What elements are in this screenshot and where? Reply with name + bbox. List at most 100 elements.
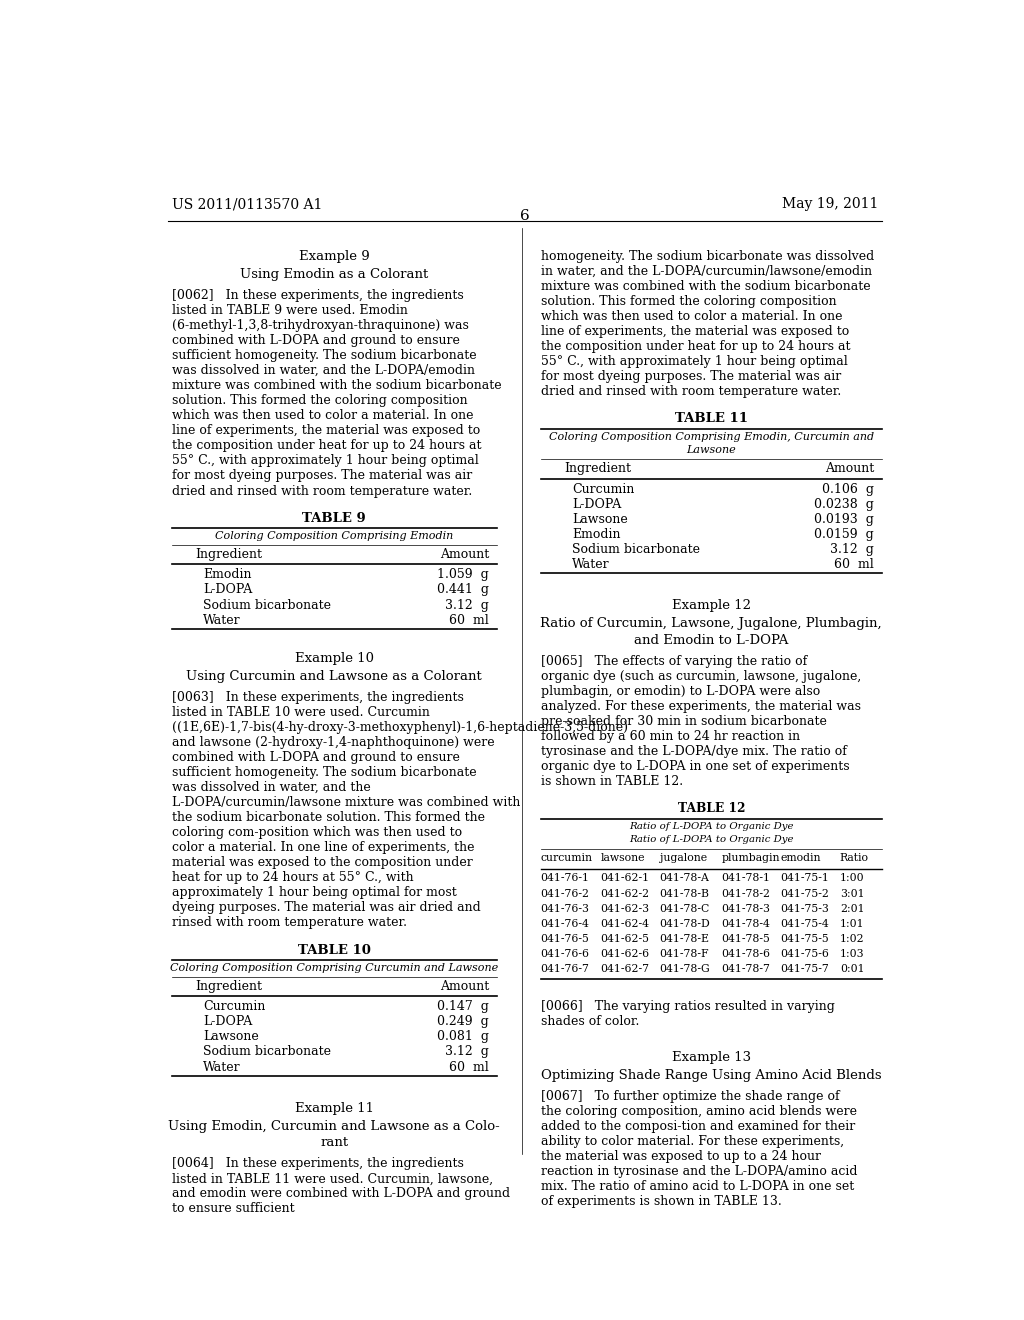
Text: 041-75-1: 041-75-1 [780, 874, 829, 883]
Text: TABLE 12: TABLE 12 [678, 803, 745, 816]
Text: ((1E,6E)-1,7-bis(4-hy-droxy-3-methoxyphenyl)-1,6-heptadiene-3,5-dione): ((1E,6E)-1,7-bis(4-hy-droxy-3-methoxyphe… [172, 721, 628, 734]
Text: which was then used to color a material. In one: which was then used to color a material.… [172, 409, 473, 422]
Text: line of experiments, the material was exposed to: line of experiments, the material was ex… [172, 424, 480, 437]
Text: 1.059  g: 1.059 g [437, 569, 489, 581]
Text: Curcumin: Curcumin [204, 1001, 266, 1014]
Text: solution. This formed the coloring composition: solution. This formed the coloring compo… [172, 395, 467, 408]
Text: mix. The ratio of amino acid to L-DOPA in one set: mix. The ratio of amino acid to L-DOPA i… [541, 1180, 854, 1193]
Text: Water: Water [204, 614, 241, 627]
Text: Lawsone: Lawsone [204, 1031, 259, 1043]
Text: 2:01: 2:01 [840, 904, 864, 913]
Text: TABLE 11: TABLE 11 [675, 412, 748, 425]
Text: 041-62-5: 041-62-5 [600, 933, 649, 944]
Text: the sodium bicarbonate solution. This formed the: the sodium bicarbonate solution. This fo… [172, 812, 484, 824]
Text: [0063]   In these experiments, the ingredients: [0063] In these experiments, the ingredi… [172, 690, 464, 704]
Text: 3.12  g: 3.12 g [830, 543, 873, 556]
Text: rinsed with room temperature water.: rinsed with room temperature water. [172, 916, 407, 929]
Text: dried and rinsed with room temperature water.: dried and rinsed with room temperature w… [541, 385, 841, 399]
Text: 041-78-E: 041-78-E [659, 933, 710, 944]
Text: Lawsone: Lawsone [686, 445, 736, 455]
Text: (6-methyl-1,3,8-trihydroxyan-thraquinone) was: (6-methyl-1,3,8-trihydroxyan-thraquinone… [172, 319, 469, 333]
Text: 041-76-5: 041-76-5 [541, 933, 590, 944]
Text: Ratio of L-DOPA to Organic Dye: Ratio of L-DOPA to Organic Dye [629, 822, 794, 830]
Text: mixture was combined with the sodium bicarbonate: mixture was combined with the sodium bic… [541, 280, 870, 293]
Text: 041-62-2: 041-62-2 [600, 888, 649, 899]
Text: listed in TABLE 9 were used. Emodin: listed in TABLE 9 were used. Emodin [172, 304, 408, 317]
Text: 0.0193  g: 0.0193 g [814, 512, 873, 525]
Text: L-DOPA: L-DOPA [204, 583, 253, 597]
Text: organic dye (such as curcumin, lawsone, jugalone,: organic dye (such as curcumin, lawsone, … [541, 669, 861, 682]
Text: 041-62-1: 041-62-1 [600, 874, 649, 883]
Text: Lawsone: Lawsone [572, 512, 628, 525]
Text: Sodium bicarbonate: Sodium bicarbonate [204, 598, 332, 611]
Text: homogeneity. The sodium bicarbonate was dissolved: homogeneity. The sodium bicarbonate was … [541, 249, 873, 263]
Text: sufficient homogeneity. The sodium bicarbonate: sufficient homogeneity. The sodium bicar… [172, 350, 476, 362]
Text: 60  ml: 60 ml [450, 1060, 489, 1073]
Text: Ratio of L-DOPA to Organic Dye: Ratio of L-DOPA to Organic Dye [629, 836, 794, 845]
Text: is shown in TABLE 12.: is shown in TABLE 12. [541, 775, 683, 788]
Text: 1:02: 1:02 [840, 933, 864, 944]
Text: 1:00: 1:00 [840, 874, 864, 883]
Text: Coloring Composition Comprising Emodin, Curcumin and: Coloring Composition Comprising Emodin, … [549, 432, 873, 442]
Text: and emodin were combined with L-DOPA and ground: and emodin were combined with L-DOPA and… [172, 1188, 510, 1200]
Text: 041-75-6: 041-75-6 [780, 949, 829, 958]
Text: 041-78-B: 041-78-B [659, 888, 710, 899]
Text: Emodin: Emodin [572, 528, 621, 541]
Text: the material was exposed to up to a 24 hour: the material was exposed to up to a 24 h… [541, 1150, 820, 1163]
Text: TABLE 10: TABLE 10 [298, 944, 371, 957]
Text: 041-62-6: 041-62-6 [600, 949, 649, 958]
Text: plumbagin, or emodin) to L-DOPA were also: plumbagin, or emodin) to L-DOPA were als… [541, 685, 820, 698]
Text: 0.249  g: 0.249 g [437, 1015, 489, 1028]
Text: Using Emodin, Curcumin and Lawsone as a Colo-: Using Emodin, Curcumin and Lawsone as a … [169, 1119, 500, 1133]
Text: was dissolved in water, and the L-DOPA/emodin: was dissolved in water, and the L-DOPA/e… [172, 364, 475, 378]
Text: 0.106  g: 0.106 g [822, 483, 873, 496]
Text: 0.147  g: 0.147 g [437, 1001, 489, 1014]
Text: followed by a 60 min to 24 hr reaction in: followed by a 60 min to 24 hr reaction i… [541, 730, 800, 743]
Text: Sodium bicarbonate: Sodium bicarbonate [204, 1045, 332, 1059]
Text: Ingredient: Ingredient [196, 979, 262, 993]
Text: 041-76-6: 041-76-6 [541, 949, 590, 958]
Text: the composition under heat for up to 24 hours at: the composition under heat for up to 24 … [172, 440, 481, 453]
Text: 041-76-3: 041-76-3 [541, 904, 590, 913]
Text: mixture was combined with the sodium bicarbonate: mixture was combined with the sodium bic… [172, 379, 502, 392]
Text: shades of color.: shades of color. [541, 1015, 639, 1028]
Text: 0.081  g: 0.081 g [437, 1031, 489, 1043]
Text: Ratio: Ratio [840, 853, 868, 863]
Text: L-DOPA: L-DOPA [204, 1015, 253, 1028]
Text: was dissolved in water, and the: was dissolved in water, and the [172, 781, 371, 795]
Text: heat for up to 24 hours at 55° C., with: heat for up to 24 hours at 55° C., with [172, 871, 414, 884]
Text: 041-62-4: 041-62-4 [600, 919, 649, 929]
Text: Using Curcumin and Lawsone as a Colorant: Using Curcumin and Lawsone as a Colorant [186, 669, 482, 682]
Text: 6: 6 [520, 210, 529, 223]
Text: 041-62-3: 041-62-3 [600, 904, 649, 913]
Text: Optimizing Shade Range Using Amino Acid Blends: Optimizing Shade Range Using Amino Acid … [541, 1069, 882, 1082]
Text: Ingredient: Ingredient [196, 548, 262, 561]
Text: line of experiments, the material was exposed to: line of experiments, the material was ex… [541, 325, 849, 338]
Text: approximately 1 hour being optimal for most: approximately 1 hour being optimal for m… [172, 887, 457, 899]
Text: to ensure sufficient: to ensure sufficient [172, 1203, 294, 1216]
Text: for most dyeing purposes. The material was air: for most dyeing purposes. The material w… [541, 370, 841, 383]
Text: [0067]   To further optimize the shade range of: [0067] To further optimize the shade ran… [541, 1090, 840, 1104]
Text: emodin: emodin [780, 853, 821, 863]
Text: 041-78-5: 041-78-5 [722, 933, 770, 944]
Text: May 19, 2011: May 19, 2011 [781, 197, 878, 211]
Text: 55° C., with approximately 1 hour being optimal: 55° C., with approximately 1 hour being … [172, 454, 478, 467]
Text: 041-76-4: 041-76-4 [541, 919, 590, 929]
Text: 041-78-3: 041-78-3 [722, 904, 771, 913]
Text: Water: Water [572, 558, 610, 570]
Text: Coloring Composition Comprising Emodin: Coloring Composition Comprising Emodin [215, 531, 454, 541]
Text: 041-78-4: 041-78-4 [722, 919, 770, 929]
Text: 041-75-4: 041-75-4 [780, 919, 829, 929]
Text: solution. This formed the coloring composition: solution. This formed the coloring compo… [541, 294, 837, 308]
Text: [0066]   The varying ratios resulted in varying: [0066] The varying ratios resulted in va… [541, 999, 835, 1012]
Text: lawsone: lawsone [600, 853, 645, 863]
Text: 3:01: 3:01 [840, 888, 864, 899]
Text: 041-78-1: 041-78-1 [722, 874, 771, 883]
Text: 041-62-7: 041-62-7 [600, 964, 649, 974]
Text: US 2011/0113570 A1: US 2011/0113570 A1 [172, 197, 322, 211]
Text: 041-78-A: 041-78-A [659, 874, 710, 883]
Text: 1:03: 1:03 [840, 949, 864, 958]
Text: 041-75-7: 041-75-7 [780, 964, 829, 974]
Text: [0065]   The effects of varying the ratio of: [0065] The effects of varying the ratio … [541, 655, 807, 668]
Text: 041-78-7: 041-78-7 [722, 964, 770, 974]
